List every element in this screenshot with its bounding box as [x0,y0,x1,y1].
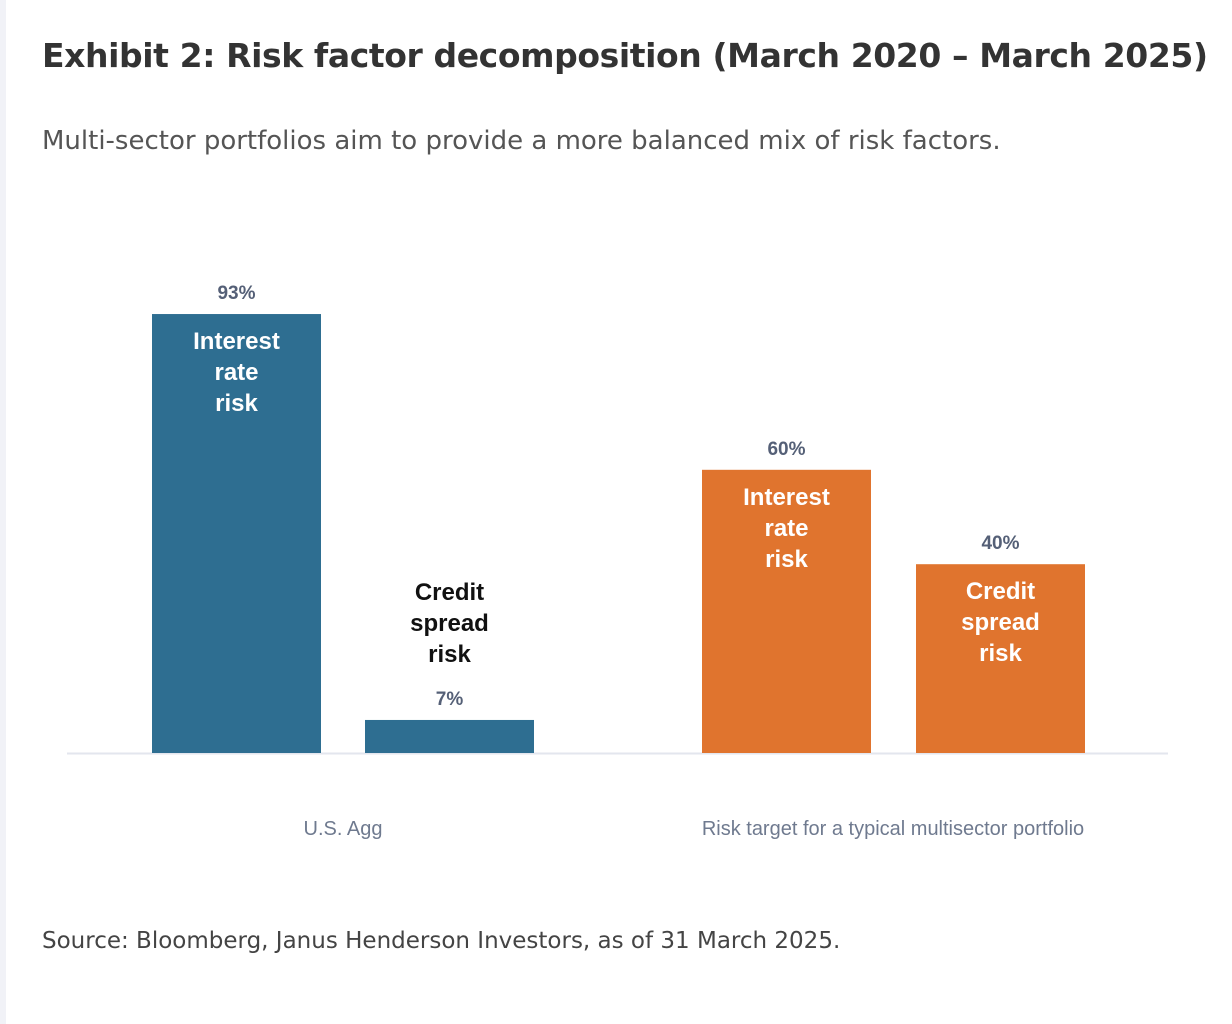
left-accent-rule [0,0,6,1024]
bar-value-label: 93% [217,283,255,304]
bar-value-label: 7% [436,689,464,710]
bar-value-label: 60% [767,439,805,460]
bar-category-label: Credit [415,579,484,606]
source-note: Source: Bloomberg, Janus Henderson Inves… [42,928,841,954]
bar-value-label: 40% [981,533,1019,554]
bar-multisector-credit-spread [916,564,1085,753]
exhibit-subtitle: Multi-sector portfolios aim to provide a… [42,126,1001,156]
bar-category-label: risk [979,640,1022,667]
bar-category-label: Interest [743,484,830,511]
bar-category-label: Credit [966,578,1035,605]
bar-category-label: risk [428,641,471,668]
x-axis-group-label: U.S. Agg [304,818,383,840]
bar-multisector-interest-rate [702,469,871,753]
x-axis-group-label: Risk target for a typical multisector po… [702,818,1084,840]
bar-us-agg-credit-spread [365,719,534,753]
bar-category-label: spread [961,609,1040,636]
bar-category-label: spread [410,610,489,637]
bar-us-agg-interest-rate [152,314,321,753]
bar-category-label: rate [214,359,258,386]
bar-category-label: rate [764,515,808,542]
bar-category-label: risk [765,546,808,573]
exhibit-title: Exhibit 2: Risk factor decomposition (Ma… [42,36,1208,75]
bar-category-label: Interest [193,328,280,355]
bar-category-label: risk [215,390,258,417]
bar-chart: 93% Interest rate risk 7% Credit spread risk U.S… [67,283,1168,840]
